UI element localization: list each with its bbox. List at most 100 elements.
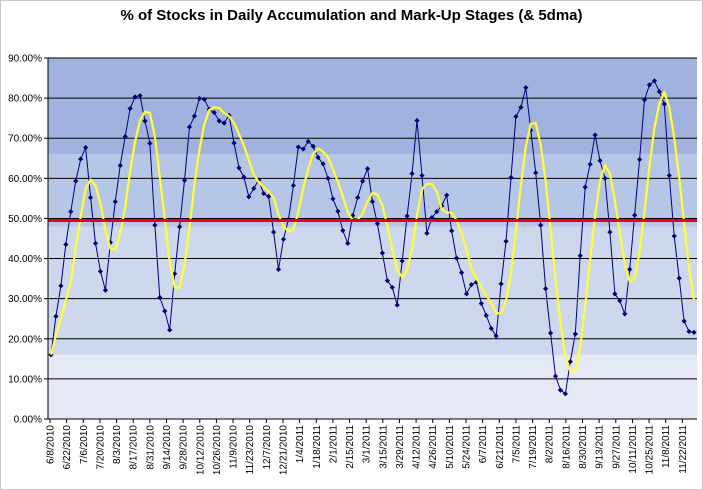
data-point-marker	[340, 227, 346, 234]
y-tick-label: 40.00%	[8, 254, 42, 265]
data-point-marker	[508, 174, 514, 181]
x-tick-label: 3/15/2011	[378, 425, 389, 469]
x-tick-label: 11/9/2010	[229, 425, 240, 469]
data-point-marker	[221, 120, 227, 126]
data-point-marker	[646, 82, 653, 88]
data-point-marker	[364, 166, 371, 172]
data-point-marker	[181, 177, 188, 183]
data-point-marker	[68, 209, 74, 215]
data-point-marker	[562, 391, 568, 397]
y-tick-label: 90.00%	[8, 54, 42, 65]
data-point-marker	[587, 161, 593, 167]
data-point-marker	[627, 266, 633, 272]
data-point-marker	[434, 209, 440, 215]
x-tick-label: 6/8/2010	[46, 425, 57, 464]
data-point-marker	[162, 308, 168, 314]
data-point-marker	[636, 156, 643, 163]
data-point-marker	[458, 269, 465, 276]
data-point-marker	[468, 282, 475, 288]
data-point-marker	[404, 213, 410, 219]
data-point-marker	[552, 373, 559, 379]
data-point-marker	[453, 255, 460, 261]
data-point-marker	[414, 117, 420, 124]
data-point-marker	[280, 236, 287, 242]
x-tick-label: 6/7/2011	[478, 425, 489, 464]
x-tick-label: 9/27/2011	[611, 425, 622, 469]
data-point-marker	[216, 118, 222, 124]
data-point-marker	[374, 221, 381, 227]
x-tick-label: 5/24/2011	[462, 425, 473, 469]
data-point-marker	[335, 208, 341, 214]
data-point-marker	[547, 330, 554, 336]
data-point-marker	[236, 165, 242, 171]
data-point-marker	[315, 154, 321, 161]
x-tick-label: 1/18/2011	[312, 425, 323, 469]
data-point-marker	[676, 275, 682, 281]
data-point-marker	[117, 162, 123, 169]
data-point-marker	[444, 192, 450, 198]
data-point-marker	[142, 118, 148, 124]
data-point-marker	[102, 287, 109, 293]
data-point-marker	[360, 178, 366, 184]
x-tick-label: 12/21/2010	[278, 425, 289, 475]
x-tick-label: 8/30/2011	[578, 425, 589, 469]
data-point-marker	[369, 198, 376, 205]
data-point-marker	[83, 144, 89, 151]
data-point-marker	[424, 230, 430, 236]
data-point-marker	[325, 175, 331, 181]
x-tick-label: 2/1/2011	[328, 425, 339, 464]
background-band-3	[48, 58, 697, 155]
data-point-marker	[177, 224, 183, 230]
data-point-marker	[503, 238, 509, 244]
x-tick-label: 7/6/2010	[79, 425, 90, 464]
data-point-marker	[409, 170, 415, 177]
data-point-marker	[157, 294, 163, 301]
data-point-marker	[295, 144, 301, 150]
data-point-marker	[112, 198, 118, 205]
data-point-marker	[241, 174, 247, 180]
data-point-marker	[320, 161, 326, 167]
data-point-marker	[261, 190, 267, 197]
data-point-marker	[310, 143, 316, 149]
data-point-marker	[211, 109, 217, 116]
data-point-marker	[266, 193, 272, 199]
x-tick-label: 10/25/2011	[645, 425, 656, 475]
data-point-marker	[622, 311, 628, 317]
y-tick-label: 80.00%	[8, 94, 42, 105]
x-tick-label: 12/7/2010	[262, 425, 273, 470]
data-point-marker	[483, 312, 489, 319]
data-point-marker	[463, 291, 470, 297]
data-point-marker	[498, 281, 504, 287]
data-point-marker	[78, 156, 84, 162]
x-tick-label: 10/12/2010	[195, 425, 206, 475]
x-tick-label: 6/21/2011	[495, 425, 506, 469]
x-tick-label: 1/4/2011	[295, 425, 306, 464]
data-point-marker	[251, 185, 257, 191]
x-tick-label: 8/16/2011	[561, 425, 572, 469]
data-point-marker	[681, 318, 687, 324]
data-point-marker	[58, 283, 64, 289]
data-point-marker	[582, 184, 588, 190]
x-tick-label: 4/12/2011	[412, 425, 423, 469]
data-point-marker	[53, 313, 59, 319]
y-tick-label: 10.00%	[8, 374, 42, 385]
x-tick-label: 9/13/2011	[595, 425, 606, 469]
x-tick-label: 7/5/2011	[511, 425, 522, 464]
data-point-marker	[87, 194, 94, 201]
x-tick-label: 10/11/2011	[628, 425, 639, 474]
data-point-marker	[656, 89, 662, 95]
data-point-marker	[290, 182, 296, 189]
data-point-marker	[538, 222, 544, 228]
data-point-marker	[394, 302, 400, 308]
x-tick-label: 7/19/2011	[528, 425, 539, 469]
data-point-marker	[167, 327, 173, 333]
x-tick-label: 9/14/2010	[162, 425, 173, 470]
data-point-marker	[275, 266, 282, 272]
data-point-marker	[73, 178, 79, 184]
data-point-marker	[122, 134, 128, 140]
data-point-marker	[597, 158, 603, 164]
data-point-marker	[246, 194, 252, 200]
data-point-marker	[186, 124, 193, 130]
x-tick-label: 7/20/2010	[95, 425, 106, 470]
